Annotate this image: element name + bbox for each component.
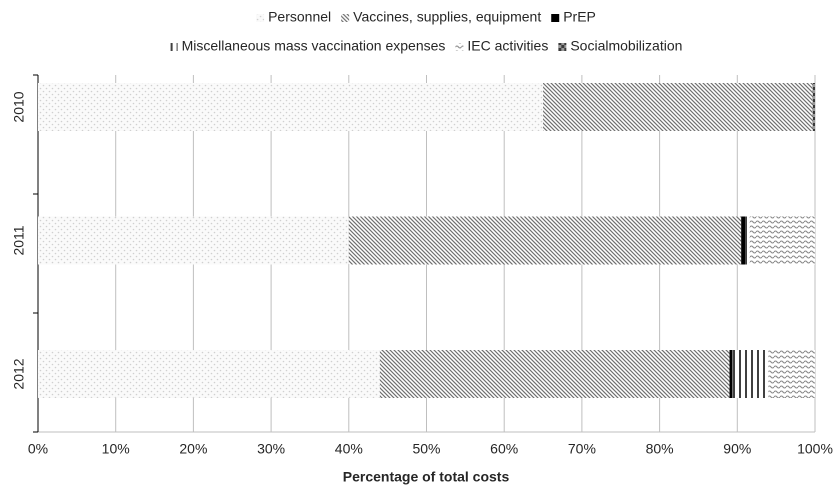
x-tick-label: 10% <box>102 441 130 457</box>
legend-label: Miscellaneous mass vaccination expenses <box>182 38 446 54</box>
legend-label: Socialmobilization <box>570 38 682 54</box>
x-tick-label: 40% <box>335 441 363 457</box>
legend-item: PrEP <box>551 9 596 25</box>
legend-item: Personnel <box>256 9 331 25</box>
x-tick-label: 70% <box>568 441 596 457</box>
bar-segment <box>543 83 813 131</box>
bar-segment <box>38 83 544 131</box>
x-tick-label: 20% <box>179 441 207 457</box>
legend-swatch <box>551 14 560 22</box>
legend-item: Vaccines, supplies, equipment <box>341 9 541 25</box>
y-tick-label: 2010 <box>11 91 27 122</box>
legend-item: IEC activities <box>455 38 548 54</box>
bar-segment <box>729 350 733 398</box>
bar-segment <box>812 83 815 131</box>
legend-label: IEC activities <box>467 38 548 54</box>
legend-swatch <box>341 14 350 22</box>
y-tick-label: 2012 <box>11 358 27 389</box>
bar-segment <box>38 216 349 265</box>
y-tick-label: 2011 <box>11 225 27 255</box>
x-tick-label: 50% <box>412 441 440 457</box>
x-axis-title: Percentage of total costs <box>343 469 510 485</box>
x-tick-label: 60% <box>490 441 518 457</box>
legend-swatch <box>256 14 265 22</box>
bar-segment <box>749 216 815 265</box>
legend-item: Socialmobilization <box>558 38 682 54</box>
legend-label: Personnel <box>268 9 331 25</box>
x-tick-label: 100% <box>797 441 833 457</box>
bar-segment <box>38 350 380 398</box>
legend-swatch <box>169 43 178 51</box>
bar-segment <box>768 350 815 398</box>
legend-swatch <box>455 43 464 51</box>
bar-segment <box>745 216 750 265</box>
legend-label: PrEP <box>563 9 596 25</box>
x-tick-label: 80% <box>646 441 674 457</box>
bar-segment <box>348 216 742 265</box>
legend-label: Vaccines, supplies, equipment <box>353 9 541 25</box>
bar-segment <box>741 216 746 265</box>
x-tick-label: 30% <box>257 441 285 457</box>
x-tick-label: 0% <box>28 441 48 457</box>
legend-swatch <box>558 43 567 51</box>
bar-segment <box>379 350 730 398</box>
legend-item: Miscellaneous mass vaccination expenses <box>169 38 446 54</box>
bar-segment <box>732 350 769 398</box>
x-tick-label: 90% <box>723 441 751 457</box>
